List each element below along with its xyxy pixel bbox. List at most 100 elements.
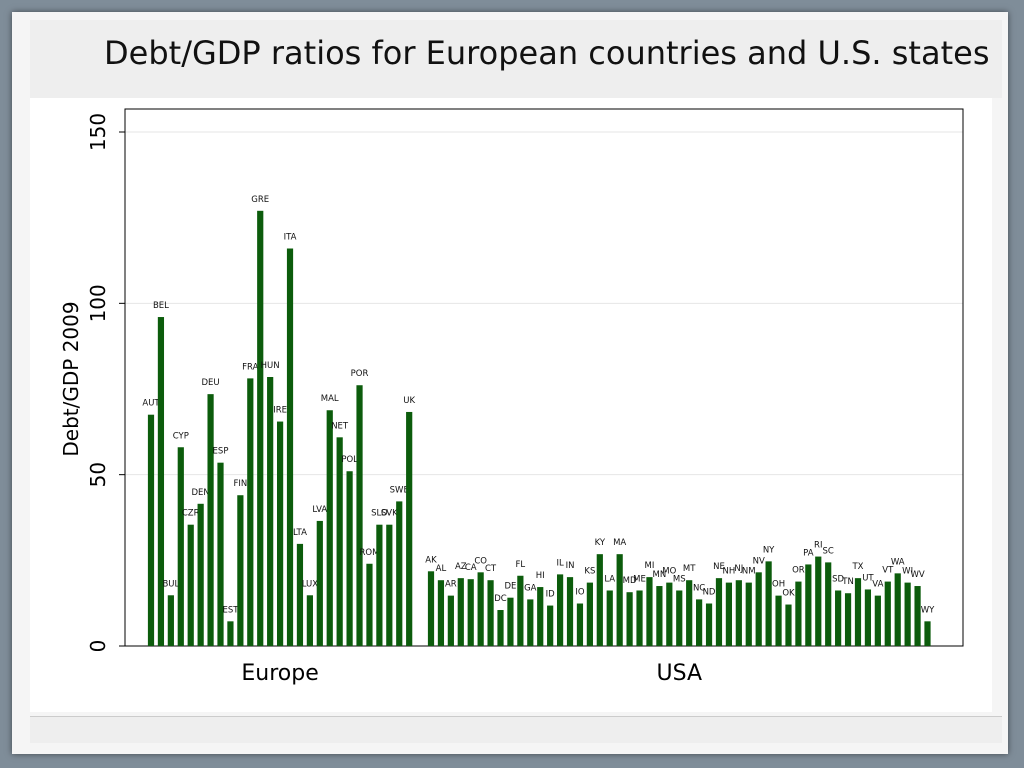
bar: [497, 610, 504, 646]
bar: [326, 410, 333, 646]
bar-label: AZ: [455, 562, 467, 572]
y-tick-label: 150: [86, 113, 110, 151]
bar-label: IRE: [273, 406, 287, 416]
y-tick-label: 0: [86, 640, 110, 653]
bar-label: SWE: [390, 485, 409, 495]
bar-label: AK: [425, 555, 437, 565]
bar: [914, 586, 921, 646]
bar: [566, 577, 574, 646]
bar: [477, 572, 484, 646]
bar: [874, 595, 881, 646]
bar-label: BEL: [153, 301, 169, 311]
slide: Debt/GDP ratios for European countries a…: [12, 12, 1008, 754]
bar-label: FRA: [242, 362, 258, 372]
bar: [366, 563, 373, 646]
bar-label: UK: [403, 396, 415, 406]
bar-label: FL: [516, 560, 526, 570]
bar-label: VA: [872, 580, 883, 590]
bar-label: GRE: [251, 195, 269, 205]
bar: [457, 578, 464, 646]
bar-label: POL: [341, 455, 358, 465]
bar: [924, 621, 931, 646]
bar: [396, 501, 403, 646]
bar-label: DEN: [192, 488, 210, 498]
bar-label: ROM: [359, 548, 379, 558]
bar-label: OK: [782, 589, 795, 599]
bar: [237, 495, 244, 646]
bar-label: GA: [524, 583, 537, 593]
bar: [576, 603, 584, 646]
bar: [666, 582, 673, 646]
group-label: Europe: [241, 661, 318, 686]
bar-label: UT: [862, 573, 874, 583]
bar-label: WV: [910, 570, 924, 580]
bar: [487, 580, 494, 646]
chart-panel: 0 50 100 150 Debt/GDP 2009 AUT BEL BUL CYP CZR DEN…: [30, 98, 992, 712]
group-label: USA: [656, 661, 702, 686]
bar: [217, 462, 224, 646]
bar-label: KS: [584, 567, 595, 577]
bar-label: ND: [703, 588, 716, 598]
y-tick-label: 100: [86, 284, 110, 322]
bar: [606, 590, 613, 646]
bar: [537, 587, 544, 646]
bar-label: IL: [556, 558, 564, 568]
bar: [884, 581, 891, 646]
bar-label: SC: [823, 546, 834, 556]
bar: [167, 595, 174, 646]
bar: [676, 590, 683, 646]
bar: [386, 524, 393, 646]
bar: [696, 599, 703, 646]
bar: [187, 524, 194, 646]
bar-label: DEU: [202, 378, 220, 388]
bar-label: HUN: [261, 361, 280, 371]
bar-label: NJ: [734, 564, 743, 574]
bar: [765, 561, 772, 646]
bar-label: SLO: [371, 509, 388, 519]
bar-label: WI: [902, 567, 913, 577]
bar: [336, 437, 343, 646]
bar: [894, 573, 901, 646]
bar-label: IO: [575, 588, 585, 598]
bar-label: MI: [645, 561, 655, 571]
title-band: Debt/GDP ratios for European countries a…: [30, 20, 1002, 98]
bar-label: NE: [713, 562, 725, 572]
bar: [745, 582, 752, 646]
bar-label: EST: [222, 605, 239, 615]
bar-label: POR: [351, 369, 369, 379]
bar: [735, 580, 742, 646]
bar: [197, 503, 204, 646]
bar: [267, 377, 274, 646]
bar: [177, 447, 184, 646]
bar-label: CZR: [182, 509, 200, 519]
bar-label: MO: [662, 567, 676, 577]
bar-label: NET: [331, 421, 349, 431]
bar: [715, 578, 723, 646]
slide-title: Debt/GDP ratios for European countries a…: [104, 34, 990, 72]
bar-label: TN: [841, 577, 854, 587]
bar-label: WA: [891, 557, 905, 567]
bar-label: LTA: [293, 528, 307, 538]
bar-label: MT: [683, 564, 696, 574]
bar: [844, 593, 852, 646]
bar: [556, 574, 564, 646]
bar: [815, 556, 822, 646]
bar: [507, 597, 514, 646]
bar: [825, 562, 832, 646]
bar: [276, 421, 284, 646]
bar: [207, 394, 214, 646]
bar-label: BUL: [162, 579, 179, 589]
bar: [656, 586, 663, 646]
bar-label: MN: [653, 570, 667, 580]
bar: [835, 590, 842, 646]
bar-label: LA: [604, 574, 615, 584]
bar: [527, 599, 534, 646]
bar-label: IN: [566, 561, 575, 571]
bar-label: MA: [613, 538, 626, 548]
bar-label: CO: [474, 556, 487, 566]
bar-label: SD: [832, 574, 844, 584]
bar: [636, 590, 643, 646]
bar: [795, 581, 802, 646]
bar: [626, 592, 633, 646]
